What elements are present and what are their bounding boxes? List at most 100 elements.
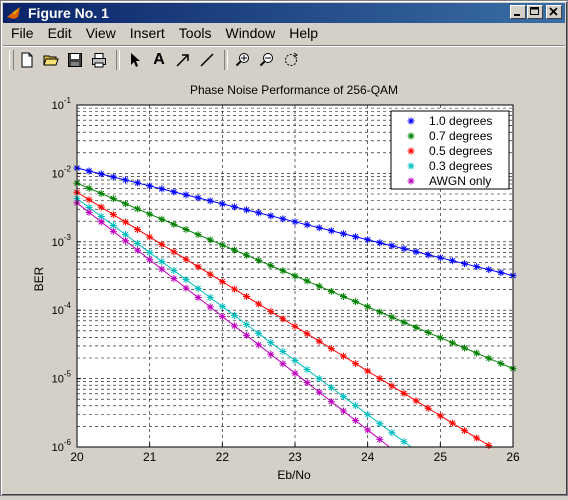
minimize-button[interactable]: [510, 5, 526, 19]
arrow-tool-button[interactable]: [172, 49, 194, 71]
menu-insert[interactable]: Insert: [129, 25, 165, 41]
close-button[interactable]: [546, 5, 562, 19]
save-button[interactable]: [64, 49, 86, 71]
data-point-marker: [315, 282, 323, 290]
menu-window[interactable]: Window: [225, 25, 276, 41]
data-point-marker: [97, 212, 105, 220]
menu-help[interactable]: Help: [289, 25, 319, 41]
text-tool-icon: A: [153, 51, 165, 68]
zoom-out-button[interactable]: [256, 49, 278, 71]
save-icon: [68, 53, 82, 67]
data-point-marker: [436, 254, 444, 262]
data-point-marker: [412, 397, 420, 405]
data-point-marker: [339, 407, 347, 415]
print-button[interactable]: [88, 49, 110, 71]
data-point-marker: [121, 200, 129, 208]
x-tick-label: 21: [143, 450, 157, 464]
x-tick-label: 25: [434, 450, 448, 464]
data-point-marker: [376, 239, 384, 247]
data-point-marker: [485, 442, 493, 450]
plot-area[interactable]: Phase Noise Performance of 256-QAM Eb/No…: [1, 75, 567, 495]
open-file-button[interactable]: [40, 49, 62, 71]
data-point-marker: [303, 379, 311, 387]
data-point-marker: [473, 263, 481, 271]
data-point-marker: [230, 246, 238, 254]
legend-marker: [407, 132, 415, 140]
data-point-marker: [218, 200, 226, 208]
data-point-marker: [230, 285, 238, 293]
data-point-marker: [158, 215, 166, 223]
x-tick-label: 24: [361, 450, 375, 464]
data-point-marker: [218, 303, 226, 311]
x-tick-label: 23: [288, 450, 302, 464]
toolbar-grip[interactable]: [9, 50, 14, 70]
data-point-marker: [243, 321, 251, 329]
text-tool-button[interactable]: A: [148, 49, 170, 71]
new-file-button[interactable]: [16, 49, 38, 71]
data-point-marker: [194, 294, 202, 302]
legend-marker: [407, 162, 415, 170]
data-point-marker: [339, 393, 347, 401]
data-point-marker: [109, 211, 117, 219]
legend-marker: [407, 147, 415, 155]
data-point-marker: [352, 402, 360, 410]
matlab-logo-icon: [6, 5, 22, 21]
data-point-marker: [303, 277, 311, 285]
data-point-marker: [485, 354, 493, 362]
data-point-marker: [315, 388, 323, 396]
menu-view[interactable]: View: [85, 25, 116, 41]
rotate-button[interactable]: [280, 49, 302, 71]
data-point-marker: [85, 184, 93, 192]
data-point-marker: [146, 182, 154, 190]
data-point-marker: [134, 179, 142, 187]
data-point-marker: [400, 389, 408, 397]
data-point-marker: [376, 308, 384, 316]
data-point-marker: [388, 429, 396, 437]
data-point-marker: [448, 257, 456, 265]
data-point-marker: [146, 210, 154, 218]
menu-file[interactable]: File: [11, 25, 34, 41]
data-point-marker: [170, 220, 178, 228]
data-point-marker: [303, 366, 311, 374]
rotate-icon: [285, 52, 298, 66]
data-point-marker: [121, 230, 129, 238]
data-point-marker: [121, 237, 129, 245]
data-point-marker: [327, 398, 335, 406]
title-bar[interactable]: Figure No. 1: [3, 3, 565, 23]
figure-canvas: Phase Noise Performance of 256-QAM Eb/No…: [1, 75, 567, 495]
data-point-marker: [230, 312, 238, 320]
data-point-marker: [182, 276, 190, 284]
data-point-marker: [364, 367, 372, 375]
data-point-marker: [121, 176, 129, 184]
data-point-marker: [182, 284, 190, 292]
y-tick-label: 10-3: [52, 233, 72, 249]
y-tick-label: 10-5: [52, 370, 72, 386]
data-point-marker: [97, 170, 105, 178]
data-point-marker: [170, 267, 178, 275]
select-arrow-button[interactable]: [124, 49, 146, 71]
data-point-marker: [121, 218, 129, 226]
data-point-marker: [461, 260, 469, 268]
menu-tools[interactable]: Tools: [178, 25, 212, 41]
data-point-marker: [424, 404, 432, 412]
menu-edit[interactable]: Edit: [47, 25, 72, 41]
data-point-marker: [243, 331, 251, 339]
close-icon: [549, 7, 558, 16]
menu-bar: File Edit View Insert Tools Window Help: [3, 23, 565, 43]
data-point-marker: [436, 412, 444, 420]
maximize-button[interactable]: [527, 5, 543, 19]
toolbar-separator: [116, 50, 120, 70]
data-point-marker: [352, 233, 360, 241]
data-point-marker: [279, 215, 287, 223]
data-point-marker: [315, 375, 323, 383]
data-point-marker: [218, 278, 226, 286]
zoom-in-button[interactable]: [232, 49, 254, 71]
data-point-marker: [388, 313, 396, 321]
y-tick-label: 10-1: [52, 96, 72, 112]
window-title: Figure No. 1: [28, 5, 109, 21]
data-point-marker: [364, 236, 372, 244]
line-tool-button[interactable]: [196, 49, 218, 71]
data-point-marker: [158, 265, 166, 273]
legend-label: AWGN only: [429, 174, 491, 188]
